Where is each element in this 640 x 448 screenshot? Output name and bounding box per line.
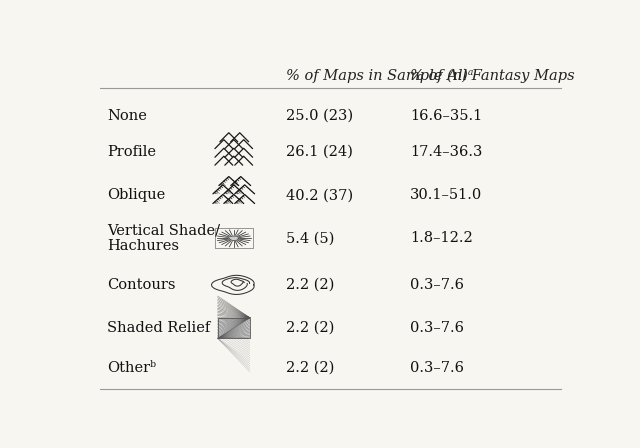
Text: 2.2 (2): 2.2 (2) <box>286 321 334 335</box>
Text: % of All Fantasy Maps: % of All Fantasy Maps <box>410 69 575 83</box>
Text: Vertical Shade/
Hachures: Vertical Shade/ Hachures <box>108 223 220 254</box>
Text: 5.4 (5): 5.4 (5) <box>286 231 334 246</box>
Text: Otherᵇ: Otherᵇ <box>108 361 156 375</box>
Text: Shaded Relief: Shaded Relief <box>108 321 211 335</box>
Text: 0.3–7.6: 0.3–7.6 <box>410 278 464 292</box>
Text: Oblique: Oblique <box>108 188 166 202</box>
Text: 2.2 (2): 2.2 (2) <box>286 361 334 375</box>
Text: 25.0 (23): 25.0 (23) <box>286 109 353 123</box>
Text: 2.2 (2): 2.2 (2) <box>286 278 334 292</box>
Text: 0.3–7.6: 0.3–7.6 <box>410 321 464 335</box>
Text: 26.1 (24): 26.1 (24) <box>286 145 353 159</box>
Text: 17.4–36.3: 17.4–36.3 <box>410 145 482 159</box>
Text: 16.6–35.1: 16.6–35.1 <box>410 109 482 123</box>
Text: 40.2 (37): 40.2 (37) <box>286 188 353 202</box>
Text: 0.3–7.6: 0.3–7.6 <box>410 361 464 375</box>
Bar <box>218 318 250 338</box>
Polygon shape <box>228 236 239 241</box>
Bar <box>218 318 250 338</box>
Text: % of Maps in Sample (n)ᵃ: % of Maps in Sample (n)ᵃ <box>286 69 473 83</box>
Text: 30.1–51.0: 30.1–51.0 <box>410 188 482 202</box>
Text: None: None <box>108 109 147 123</box>
Text: Contours: Contours <box>108 278 176 292</box>
Text: Profile: Profile <box>108 145 156 159</box>
Text: 1.8–12.2: 1.8–12.2 <box>410 231 472 246</box>
